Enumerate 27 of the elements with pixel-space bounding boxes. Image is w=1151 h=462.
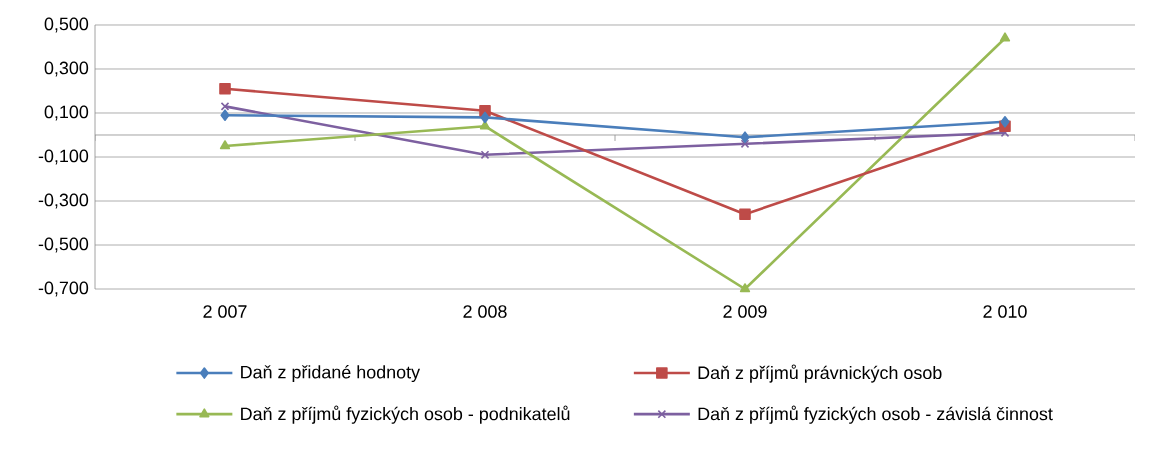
y-tick-label: -0,100 — [38, 149, 89, 165]
point — [740, 131, 750, 143]
point — [220, 102, 230, 111]
point — [999, 32, 1011, 42]
legend-label: Daň z přidané hodnoty — [241, 365, 421, 383]
x-tick-label: 2 010 — [983, 305, 1027, 318]
y-tick-label: 0,300 — [44, 61, 89, 77]
point — [480, 150, 490, 160]
point — [739, 208, 751, 220]
x-tick-label: 2 007 — [203, 305, 247, 318]
y-tick-label: -0,300 — [38, 193, 89, 209]
y-tick-label: -0,700 — [38, 281, 89, 297]
point — [1000, 116, 1010, 128]
legend-label: Daň z příjmů právnických osob — [698, 364, 942, 383]
y-tick-label: -0,500 — [38, 237, 89, 253]
legend-label: Daň z příjmů fyzických osob - závislá činnost — [698, 405, 1053, 424]
legend-label: Daň z příjmů fyzických osob - podnikatelů — [241, 405, 570, 424]
point — [219, 83, 231, 95]
point — [219, 140, 231, 150]
x-tick-label: 2 008 — [463, 305, 507, 318]
y-tick-label: 0,100 — [44, 105, 89, 121]
point — [739, 283, 751, 293]
point — [220, 109, 230, 121]
x-tick-label: 2 009 — [723, 305, 767, 318]
point — [740, 139, 750, 149]
y-tick-label: 0,500 — [44, 17, 89, 33]
point — [480, 111, 490, 124]
